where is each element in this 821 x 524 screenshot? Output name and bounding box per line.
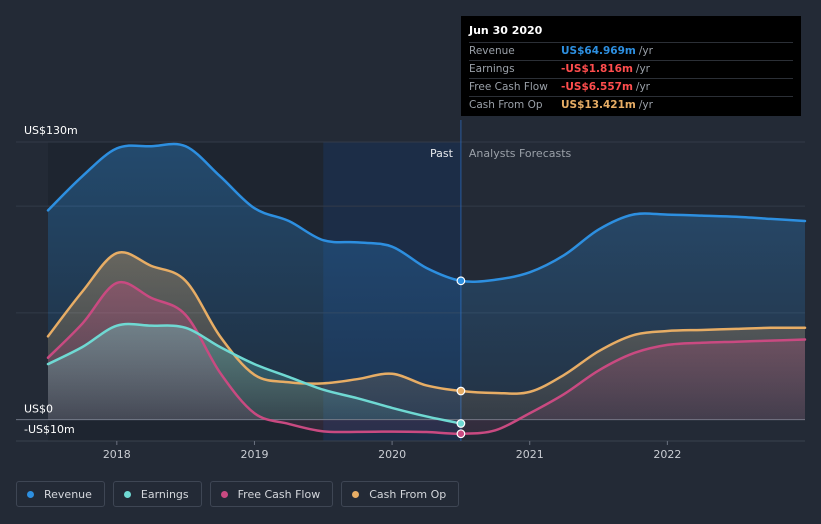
chart-legend: Revenue Earnings Free Cash Flow Cash Fro… — [16, 481, 460, 507]
tooltip-unit: /yr — [638, 45, 653, 57]
legend-label: Earnings — [140, 487, 189, 501]
line-free-cash-flow — [46, 280, 807, 436]
legend-label: Revenue — [44, 487, 92, 501]
tooltip-value: -US$1.816m — [561, 63, 633, 75]
legend-dot-earnings — [123, 490, 131, 498]
tooltip-unit: /yr — [638, 99, 653, 111]
tooltip-value: US$64.969m — [561, 45, 636, 57]
marker-revenue — [456, 276, 466, 286]
tooltip-unit: /yr — [635, 81, 650, 93]
y-tick-label: US$130m — [24, 124, 78, 137]
past-label: Past — [430, 147, 454, 160]
legend-dot-revenue — [27, 490, 34, 498]
line-revenue — [46, 142, 807, 283]
legend-dot-cash-from-op — [352, 490, 360, 498]
legend-item-revenue[interactable]: Revenue — [16, 481, 105, 507]
legend-item-free-cash-flow[interactable]: Free Cash Flow — [209, 481, 334, 507]
x-tick-label: 2020 — [378, 448, 406, 461]
legend-item-earnings[interactable]: Earnings — [112, 481, 202, 507]
tooltip-row-earnings: Earnings -US$1.816m /yr — [469, 60, 793, 78]
line-cash-from-op — [46, 250, 807, 395]
legend-label: Cash From Op — [369, 487, 447, 501]
tooltip-unit: /yr — [635, 63, 650, 75]
tooltip-label: Revenue — [469, 45, 515, 57]
forecast-label: Analysts Forecasts — [469, 147, 572, 160]
legend-dot-free-cash-flow — [220, 490, 228, 498]
tooltip-label: Earnings — [469, 63, 515, 75]
tooltip-row-revenue: Revenue US$64.969m /yr — [469, 42, 793, 60]
tooltip-value: -US$6.557m — [561, 81, 633, 93]
legend-label: Free Cash Flow — [237, 487, 321, 501]
marker-cash-from-op — [456, 386, 466, 396]
x-tick-label: 2018 — [103, 448, 131, 461]
tooltip-row-free-cash-flow: Free Cash Flow -US$6.557m /yr — [469, 78, 793, 96]
line-earnings — [46, 322, 463, 425]
marker-earnings — [456, 419, 466, 428]
marker-free-cash-flow — [456, 429, 466, 439]
tooltip-date: Jun 30 2020 — [469, 24, 543, 37]
hover-tooltip: Jun 30 2020 Revenue US$64.969m /yr Earni… — [461, 16, 801, 116]
tooltip-value: US$13.421m — [561, 99, 636, 111]
tooltip-row-cash-from-op: Cash From Op US$13.421m /yr — [469, 96, 793, 114]
x-tick-label: 2021 — [516, 448, 544, 461]
y-tick-label: -US$10m — [24, 423, 75, 436]
tooltip-label: Cash From Op — [469, 99, 543, 111]
y-tick-label: US$0 — [24, 403, 53, 416]
x-tick-label: 2019 — [240, 448, 268, 461]
x-tick-label: 2022 — [653, 448, 681, 461]
area-free-cash-flow — [48, 282, 805, 434]
tooltip-label: Free Cash Flow — [469, 81, 548, 93]
legend-item-cash-from-op[interactable]: Cash From Op — [341, 481, 460, 507]
